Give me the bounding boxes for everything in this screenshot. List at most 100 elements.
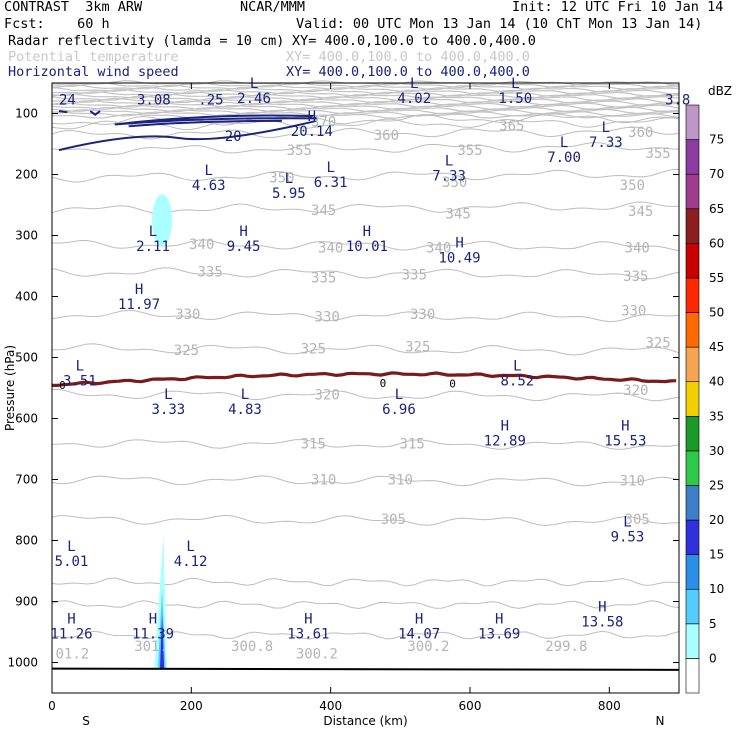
colorbar-swatch [685,139,700,175]
y-tick-label: 800 [15,534,38,548]
wind-low-marker: L [513,358,521,374]
colorbar-swatch [685,346,700,383]
theta-contour-365 [51,117,680,131]
theta-band-line [51,110,680,117]
theta-contour-355 [51,141,680,156]
wind-high-marker: H [415,611,423,627]
theta-label: 355 [287,143,312,159]
x-end-label-south: S [82,714,90,728]
zero-dbz-label: 0 [449,378,456,391]
colorbar-level-label: 25 [709,478,724,492]
x-tick-label: 0 [48,699,56,713]
wind-low-marker: L [395,387,403,403]
plot-frame [51,82,680,694]
colorbar-swatch [685,104,700,140]
x-tick-label: 400 [319,699,342,713]
wind-extremum-value: 9.53 [611,529,645,545]
theta-label: 310 [388,473,413,489]
theta-label: 335 [623,269,648,285]
theta-label: 305 [381,512,406,528]
wind-extremum-value: 10.49 [438,251,480,267]
theta-label: 370 [311,114,336,130]
colorbar-level-label: 45 [709,340,724,354]
theta-label: 330 [315,310,340,326]
theta-contour-surface [51,577,680,587]
x-tick-label: 600 [459,699,482,713]
wind-extremum-value: 3.51 [63,373,97,389]
theta-contour-325 [51,343,680,356]
theta-label: 330 [621,304,646,320]
wind-extremum-value: 6.31 [314,175,348,191]
theta-label: 350 [620,178,645,194]
colorbar-swatch [685,381,700,417]
reflectivity-patch-upper [152,194,173,247]
colorbar-level-label: 40 [709,375,724,389]
theta-contour-surface [51,600,680,610]
colorbar-swatch [685,519,700,555]
y-tick-label: 600 [15,412,38,426]
theta-contour-335 [51,267,680,280]
wind-low-marker: L [511,76,519,92]
wind-extremum-value: 12.89 [484,434,526,450]
wind-extremum-value: 14.07 [398,626,440,642]
partial-label: .25 [198,92,223,108]
wind-low-marker: L [623,514,631,530]
x-axis-label: Distance (km) [323,714,407,728]
org-label: NCAR/MMM [240,0,306,15]
theta-label: 325 [645,335,670,351]
theta-contour-315 [51,439,680,450]
wind-extremum-value: 5.95 [272,186,306,202]
theta-contour-370 [51,114,680,126]
field-wind-name: Horizontal wind speed [8,64,179,80]
wind-extremum-value: 15.53 [604,434,646,450]
wind-high-marker: H [598,599,606,615]
wind-high-marker: H [501,419,509,435]
theta-band-line [51,82,680,89]
wind-extremum-value: 4.63 [192,178,226,194]
theta-label: 350 [442,175,467,191]
x-end-label-north: N [656,714,665,728]
colorbar-level-label: 60 [709,236,724,250]
wind-low-marker: L [76,358,84,374]
wind-high-marker: H [363,224,371,240]
colorbar-level-label: 10 [709,582,724,596]
theta-label: 310 [620,474,645,490]
partial-label: 300.2 [407,639,449,655]
wind-high-marker: H [135,282,143,298]
wind-low-marker: L [445,153,453,169]
wind-extremum-value: 3.33 [151,402,185,418]
theta-label: 360 [374,128,399,144]
zero-dbz-label: 0 [59,379,66,392]
wind-extremum-value: 11.26 [50,626,92,642]
colorbar-swatch [685,623,700,659]
wind-extremum-value: 2.46 [237,91,271,107]
y-tick-label: 300 [15,229,38,243]
wind-extremum-value: 11.39 [132,626,174,642]
partial-label: 01.2 [55,646,89,662]
partial-label: 301. [134,639,168,655]
wind-extremum-value: 7.00 [547,150,581,166]
y-tick-label: 900 [15,595,38,609]
theta-label: 360 [628,125,653,141]
jet-contour [114,114,318,126]
theta-contour-305 [51,514,680,526]
field-theta-name: Potential temperature [8,49,179,65]
zero-dbz-contour [52,371,677,387]
colorbar-swatch [685,173,700,210]
colorbar-swatch [685,415,700,452]
y-tick-label: 200 [15,168,38,182]
partial-label: 3.8 [665,92,690,108]
theta-label: 345 [628,204,653,220]
theta-label: 355 [645,146,670,162]
wind-extremum-value: 8.52 [501,373,535,389]
theta-band-line [51,95,680,102]
theta-contour-310 [51,475,680,487]
theta-label: 330 [410,307,435,323]
theta-label: 315 [301,437,326,453]
theta-contour-350 [51,168,680,183]
theta-contour-360 [51,126,680,140]
colorbar-swatch [685,658,700,694]
wind-high-marker: H [455,236,463,252]
theta-label: 325 [174,343,199,359]
colorbar-swatch [685,554,700,590]
